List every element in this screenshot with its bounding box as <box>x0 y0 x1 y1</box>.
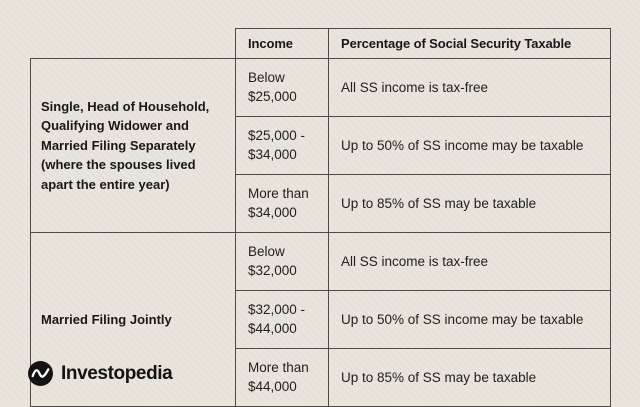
taxable-cell: Up to 50% of SS income may be taxable <box>328 116 611 175</box>
taxable-cell: Up to 85% of SS may be taxable <box>328 174 611 233</box>
filing-status-single-cell: Single, Head of Household, Qualifying Wi… <box>30 58 236 233</box>
investopedia-logo-icon <box>28 361 53 386</box>
taxable-cell: Up to 50% of SS income may be taxable <box>328 290 611 349</box>
income-cell: Below $32,000 <box>235 232 329 291</box>
table-row: More than $34,000 Up to 85% of SS may be… <box>31 174 611 233</box>
income-cell: $32,000 - $44,000 <box>235 290 329 349</box>
table-row: $25,000 - $34,000 Up to 50% of SS income… <box>31 116 611 175</box>
investopedia-logo-text: Investopedia <box>61 362 173 384</box>
header-taxable: Percentage of Social Security Taxable <box>328 28 611 59</box>
income-cell: Below $25,000 <box>235 58 329 117</box>
investopedia-logo: Investopedia <box>28 361 173 386</box>
income-cell: More than $44,000 <box>235 348 329 407</box>
table-row: Married Filing Jointly Below $32,000 All… <box>30 232 611 407</box>
table-header-row: Income Percentage of Social Security Tax… <box>31 28 611 59</box>
filing-status-joint-cell: Married Filing Jointly <box>30 232 236 407</box>
taxable-cell: All SS income is tax-free <box>328 58 611 117</box>
income-cell: More than $34,000 <box>235 174 329 233</box>
corner-spacer-cell <box>31 29 236 59</box>
table-row: More than $44,000 Up to 85% of SS may be… <box>31 348 611 407</box>
header-income: Income <box>235 28 329 59</box>
taxable-cell: Up to 85% of SS may be taxable <box>328 348 611 407</box>
income-cell: $25,000 - $34,000 <box>235 116 329 175</box>
ss-tax-table: Income Percentage of Social Security Tax… <box>30 28 611 407</box>
taxable-cell: All SS income is tax-free <box>328 232 611 291</box>
table-row: Single, Head of Household, Qualifying Wi… <box>30 58 611 233</box>
table-row: $32,000 - $44,000 Up to 50% of SS income… <box>31 290 611 349</box>
